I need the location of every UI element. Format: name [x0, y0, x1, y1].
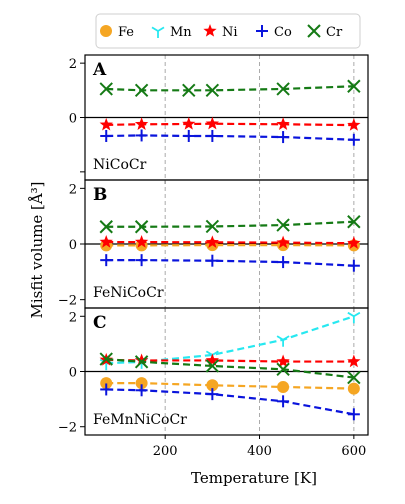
- data-point-cr: [134, 220, 149, 234]
- panel-b: −2 0 2 B FeNiCoCr: [58, 179, 369, 312]
- y-axis-label: Misfit volume [Å³]: [28, 181, 46, 318]
- data-point-co: [135, 129, 148, 142]
- data-point-mn: [276, 335, 290, 347]
- data-point-ni: [134, 235, 149, 248]
- data-point-ni: [134, 117, 149, 130]
- y-tick-label: 2: [69, 310, 77, 325]
- panel-alloy-label: FeNiCoCr: [93, 285, 164, 301]
- data-point-cr: [205, 83, 220, 98]
- data-point-ni: [205, 353, 220, 367]
- data-point-ni: [99, 117, 113, 131]
- data-point-co: [100, 383, 113, 396]
- y-tick-label: −2: [58, 421, 77, 436]
- data-point-co: [277, 256, 290, 269]
- series-line-ni: [106, 122, 354, 127]
- data-point-ni: [347, 354, 361, 368]
- legend: Fe Mn Ni Co Cr: [95, 13, 361, 49]
- legend-label-fe: Fe: [118, 25, 134, 40]
- data-point-ni: [134, 353, 149, 367]
- data-point-ni: [182, 117, 196, 130]
- y-tick-label: 0: [69, 366, 77, 381]
- data-point-cr: [276, 82, 290, 96]
- panel-letter: B: [93, 185, 107, 205]
- data-point-cr: [134, 355, 149, 369]
- data-point-ni: [205, 235, 220, 248]
- data-point-ni: [347, 236, 361, 249]
- data-point-ni: [276, 354, 290, 368]
- data-point-ni: [276, 117, 290, 130]
- legend-marker-cr: [307, 24, 321, 38]
- data-point-co: [206, 129, 219, 142]
- data-point-cr: [276, 362, 290, 376]
- data-point-cr: [347, 79, 361, 93]
- data-point-co: [206, 254, 219, 267]
- series-line-ni: [106, 240, 354, 245]
- data-point-co: [100, 129, 113, 142]
- legend-label-cr: Cr: [326, 25, 343, 40]
- panel-letter: A: [92, 60, 107, 80]
- panel-letter: C: [93, 313, 107, 333]
- y-tick-label: 0: [69, 238, 77, 253]
- x-tick-label: 600: [341, 444, 366, 459]
- data-point-ni: [276, 235, 290, 249]
- data-point-ni: [99, 235, 113, 248]
- data-point-fe: [100, 377, 113, 390]
- legend-marker-co: [256, 25, 268, 37]
- data-point-cr: [99, 352, 113, 366]
- legend-label-mn: Mn: [170, 25, 192, 40]
- data-point-co: [135, 254, 148, 267]
- series-line-fe: [106, 382, 354, 390]
- legend-box: [95, 13, 361, 49]
- legend-marker-ni: [203, 24, 217, 37]
- legend-marker-fe: [100, 25, 112, 37]
- y-tick-label: 2: [69, 182, 77, 197]
- series-line-cr: [106, 220, 354, 228]
- data-point-mn: [347, 311, 361, 324]
- data-point-fe: [277, 380, 290, 393]
- y-tick-label: 0: [69, 112, 77, 127]
- x-tick-label: 200: [153, 444, 178, 459]
- data-point-cr: [347, 370, 361, 385]
- data-point-fe: [347, 382, 360, 395]
- series-line-co: [106, 134, 354, 141]
- panel-alloy-label: FeMnNiCoCr: [93, 412, 187, 428]
- x-axis-label: Temperature [K]: [191, 469, 317, 487]
- data-point-co: [135, 384, 148, 397]
- data-point-co: [277, 131, 290, 144]
- legend-label-ni: Ni: [222, 25, 238, 40]
- data-point-cr: [205, 359, 220, 373]
- series-line-cr: [106, 357, 354, 379]
- y-tick-label: 2: [69, 57, 77, 72]
- data-point-co: [277, 395, 290, 408]
- data-point-co: [347, 133, 360, 146]
- data-point-cr: [347, 215, 361, 229]
- data-point-cr: [99, 82, 113, 96]
- data-point-cr: [134, 83, 149, 98]
- x-tick-label: 400: [247, 444, 272, 459]
- data-point-cr: [99, 220, 113, 234]
- series-line-co: [106, 259, 354, 267]
- data-point-co: [182, 129, 195, 142]
- series-line-co: [106, 388, 355, 416]
- data-point-ni: [347, 118, 361, 131]
- panel-c: −2 0 2 C FeMnNiCoCr: [58, 307, 369, 439]
- series-line-mn: [106, 315, 355, 365]
- legend-marker-mn: [151, 26, 165, 38]
- data-point-cr: [205, 219, 220, 234]
- data-point-cr: [276, 218, 290, 232]
- data-point-fe: [135, 377, 148, 390]
- data-point-co: [100, 254, 113, 267]
- data-point-ni: [205, 116, 220, 130]
- panel-a: 0 2 A NiCoCr: [69, 54, 369, 184]
- series-line-cr: [106, 85, 354, 92]
- data-point-co: [206, 388, 219, 401]
- legend-label-co: Co: [274, 25, 292, 40]
- panel-alloy-label: NiCoCr: [93, 157, 147, 173]
- data-point-co: [347, 408, 360, 421]
- data-point-cr: [182, 83, 196, 98]
- data-point-co: [347, 259, 360, 272]
- y-tick-label: −2: [58, 294, 77, 309]
- data-point-fe: [206, 379, 219, 392]
